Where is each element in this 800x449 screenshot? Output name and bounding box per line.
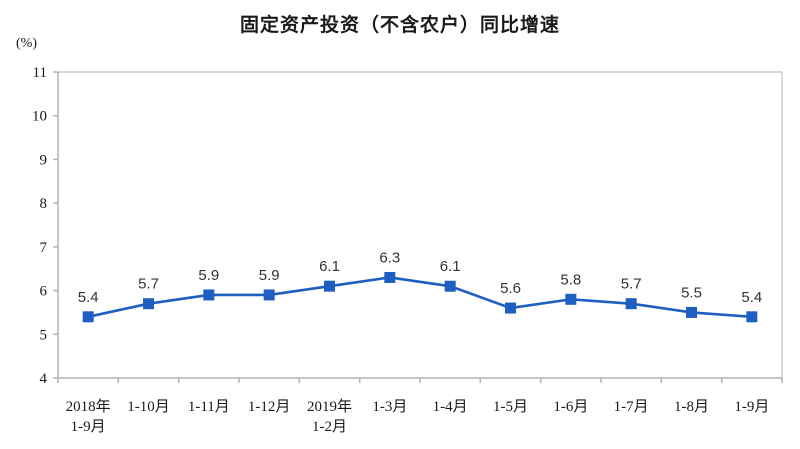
data-point-marker [625,298,637,310]
y-axis-tick-label: 6 [40,284,48,300]
y-axis-tick-label: 5 [40,327,48,343]
y-axis-tick-label: 10 [32,109,47,125]
data-point-label: 5.4 [78,289,99,306]
data-point-label: 5.8 [560,271,581,288]
data-point-label: 5.5 [681,284,702,301]
data-point-label: 5.7 [621,276,642,293]
data-point-marker [82,311,94,323]
x-axis-category-label: 2018年 1-9月 [66,398,111,435]
x-axis-category-label: 1-5月 [493,399,528,415]
data-point-marker [686,306,697,318]
x-axis-category-label: 1-3月 [372,399,407,415]
y-axis-unit-label: (%) [16,36,37,51]
data-point-marker [505,302,516,314]
chart-title: 固定资产投资（不含农户）同比增速 [239,15,560,36]
x-axis-category-label: 1-6月 [553,399,588,415]
x-axis-category-label: 1-11月 [188,399,230,415]
data-point-label: 5.4 [741,289,762,306]
data-point-marker [143,298,154,310]
x-axis-category-label: 1-9月 [734,399,769,415]
data-point-label: 5.9 [259,267,280,284]
data-point-label: 6.3 [379,249,400,266]
y-axis-tick-label: 9 [40,152,48,168]
data-point-marker [263,289,275,301]
data-point-marker [565,293,577,305]
data-point-label: 5.9 [198,267,219,284]
x-axis-category-label: 1-10月 [127,399,170,415]
x-axis-category-label: 1-4月 [433,399,468,415]
x-axis-category-label: 1-12月 [248,399,291,415]
x-axis-category-label: 1-7月 [614,399,649,415]
data-point-label: 5.6 [500,280,521,297]
series-line [87,276,752,319]
y-axis-tick-label: 4 [40,371,48,387]
data-point-marker [746,311,758,323]
x-axis-category-label: 1-8月 [674,399,709,415]
data-point-label: 6.1 [440,258,461,275]
data-point-marker [444,280,456,292]
y-axis-tick-label: 8 [40,196,48,212]
y-axis-tick-label: 11 [33,65,47,81]
data-point-label: 6.1 [319,258,340,275]
data-point-marker [203,289,215,301]
data-point-marker [324,280,335,292]
y-axis-tick-label: 7 [40,240,48,256]
data-point-marker [384,271,396,283]
x-axis-category-label: 2019年 1-2月 [307,398,352,435]
data-point-label: 5.7 [138,276,159,293]
